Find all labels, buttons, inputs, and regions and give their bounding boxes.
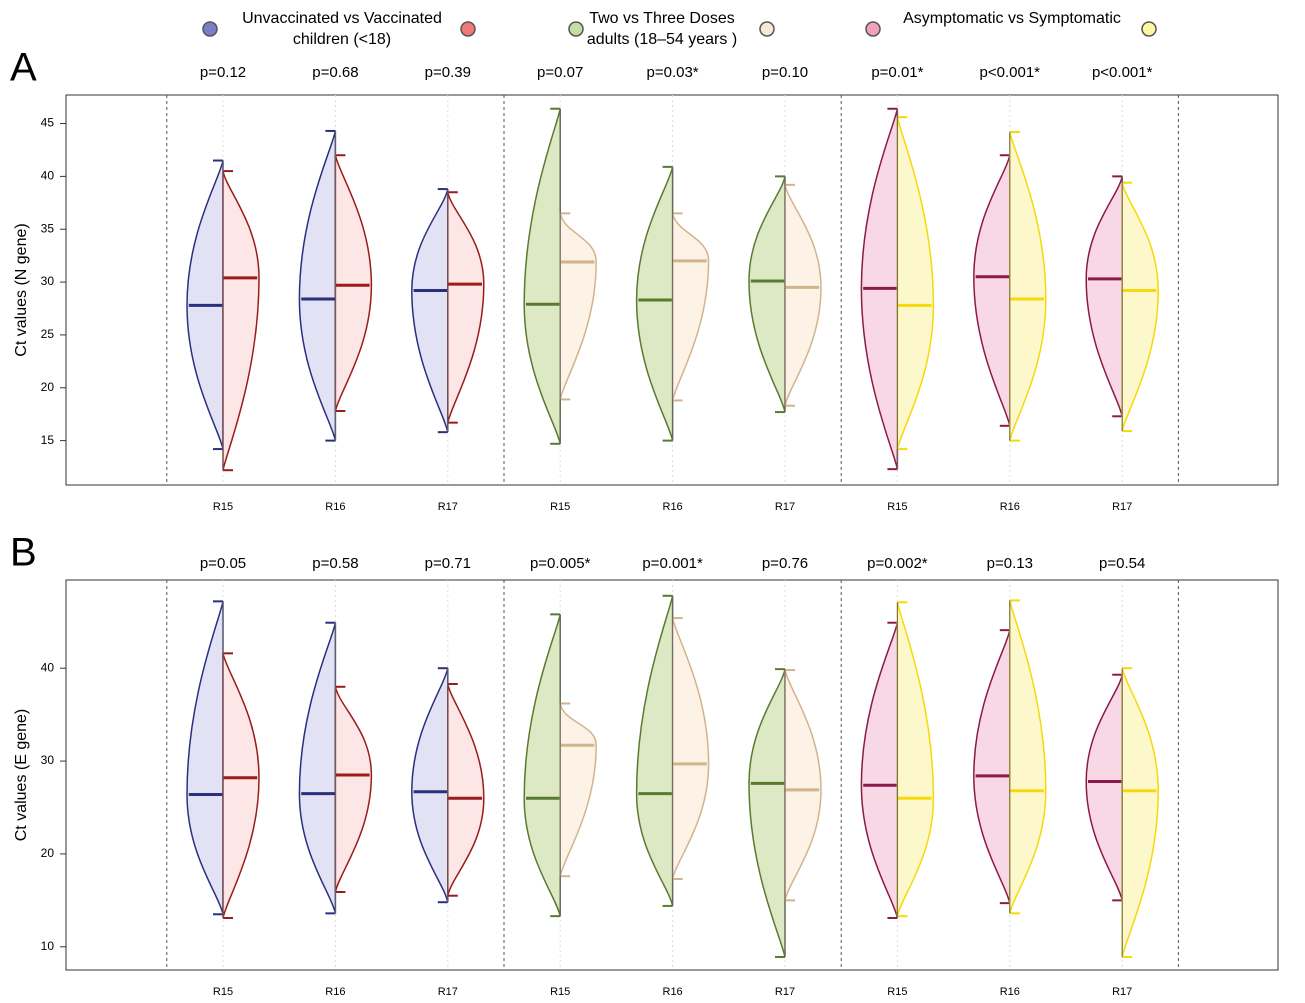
violin-half bbox=[334, 686, 373, 893]
violin-half bbox=[1009, 600, 1047, 914]
x-tick-label: R15 bbox=[213, 501, 233, 513]
violin-half bbox=[748, 668, 786, 958]
plot-frame bbox=[65, 94, 1279, 486]
p-value: p=0.58 bbox=[312, 555, 358, 572]
panel-letter: A bbox=[10, 46, 37, 90]
legend-label: Two vs Three Doses bbox=[589, 10, 735, 27]
violin-half bbox=[671, 617, 710, 880]
p-value: p=0.12 bbox=[200, 64, 246, 81]
p-value: p=0.07 bbox=[537, 64, 583, 81]
y-axis-label: Ct values (N gene) bbox=[13, 223, 30, 356]
x-tick-label: R17 bbox=[775, 986, 795, 998]
y-tick-label: 40 bbox=[41, 660, 55, 674]
violin-half bbox=[411, 668, 449, 903]
violin-half bbox=[1009, 131, 1047, 441]
y-axis-label: Ct values (E gene) bbox=[13, 709, 30, 842]
y-tick-label: 45 bbox=[41, 116, 55, 130]
violin-half bbox=[186, 601, 224, 915]
violin-half bbox=[222, 170, 260, 471]
plot-frame bbox=[65, 579, 1279, 971]
violin-half bbox=[1085, 674, 1123, 901]
violin-half bbox=[860, 622, 899, 919]
x-tick-label: R17 bbox=[775, 501, 795, 513]
p-value: p=0.01* bbox=[871, 64, 923, 81]
x-tick-label: R17 bbox=[438, 986, 458, 998]
p-value: p=0.001* bbox=[642, 555, 703, 572]
p-value: p=0.76 bbox=[762, 555, 808, 572]
legend-label: children (<18) bbox=[293, 31, 391, 48]
y-tick-label: 30 bbox=[41, 753, 55, 767]
legend-swatch bbox=[759, 21, 775, 37]
p-value: p=0.54 bbox=[1099, 555, 1145, 572]
p-value: p=0.002* bbox=[867, 555, 928, 572]
p-value: p=0.68 bbox=[312, 64, 358, 81]
x-tick-label: R15 bbox=[213, 986, 233, 998]
legend-label: Unvaccinated vs Vaccinated bbox=[242, 10, 442, 27]
violin-half bbox=[523, 108, 561, 444]
violin-half bbox=[334, 155, 373, 412]
x-tick-label: R17 bbox=[438, 501, 458, 513]
y-tick-label: 20 bbox=[41, 380, 55, 394]
violin-half bbox=[411, 188, 449, 433]
legend-swatch bbox=[202, 21, 218, 37]
violin-half bbox=[896, 602, 935, 917]
violin-half bbox=[973, 629, 1011, 904]
p-value: p=0.13 bbox=[987, 555, 1033, 572]
y-tick-label: 30 bbox=[41, 274, 55, 288]
p-value: p=0.39 bbox=[425, 64, 471, 81]
x-tick-label: R15 bbox=[887, 501, 907, 513]
violin-half bbox=[748, 176, 786, 413]
violin-half bbox=[559, 703, 597, 877]
legend-swatch bbox=[1141, 21, 1157, 37]
panel-letter: B bbox=[10, 531, 37, 575]
violin-half bbox=[447, 192, 485, 423]
x-tick-label: R17 bbox=[1112, 986, 1132, 998]
p-value: p<0.001* bbox=[980, 64, 1041, 81]
p-value: p<0.001* bbox=[1092, 64, 1153, 81]
legend-label: adults (18–54 years ) bbox=[587, 31, 737, 48]
x-tick-label: R15 bbox=[550, 986, 570, 998]
p-value: p=0.05 bbox=[200, 555, 246, 572]
violin-half bbox=[1121, 668, 1159, 958]
violin-half bbox=[298, 130, 337, 441]
violin-half bbox=[635, 166, 674, 441]
violin-half bbox=[784, 184, 822, 406]
violin-half bbox=[447, 683, 485, 896]
x-tick-label: R16 bbox=[325, 501, 345, 513]
x-tick-label: R17 bbox=[1112, 501, 1132, 513]
violin-half bbox=[298, 622, 337, 914]
x-tick-label: R16 bbox=[1000, 501, 1020, 513]
violin-half bbox=[973, 155, 1011, 426]
x-tick-label: R15 bbox=[887, 986, 907, 998]
violin-half bbox=[635, 595, 674, 907]
violin-half bbox=[784, 669, 822, 901]
p-value: p=0.03* bbox=[647, 64, 699, 81]
violin-half bbox=[671, 213, 710, 401]
legend-label: Asymptomatic vs Symptomatic bbox=[903, 10, 1121, 27]
x-tick-label: R16 bbox=[325, 986, 345, 998]
y-tick-label: 20 bbox=[41, 846, 55, 860]
y-tick-label: 40 bbox=[41, 169, 55, 183]
legend-swatch bbox=[568, 21, 584, 37]
x-tick-label: R16 bbox=[663, 986, 683, 998]
p-value: p=0.10 bbox=[762, 64, 808, 81]
violin-half bbox=[896, 117, 935, 450]
legend-swatch bbox=[460, 21, 476, 37]
y-tick-label: 15 bbox=[41, 433, 55, 447]
violin-half bbox=[222, 653, 260, 919]
y-tick-label: 10 bbox=[41, 939, 55, 953]
legend-swatch bbox=[865, 21, 881, 37]
p-value: p=0.71 bbox=[425, 555, 471, 572]
violin-half bbox=[523, 614, 561, 917]
x-tick-label: R16 bbox=[1000, 986, 1020, 998]
violin-half bbox=[1085, 176, 1123, 417]
violin-half bbox=[559, 213, 597, 400]
p-value: p=0.005* bbox=[530, 555, 591, 572]
x-tick-label: R15 bbox=[550, 501, 570, 513]
violin-half bbox=[1121, 182, 1159, 432]
x-tick-label: R16 bbox=[663, 501, 683, 513]
y-tick-label: 35 bbox=[41, 221, 55, 235]
y-tick-label: 25 bbox=[41, 327, 55, 341]
